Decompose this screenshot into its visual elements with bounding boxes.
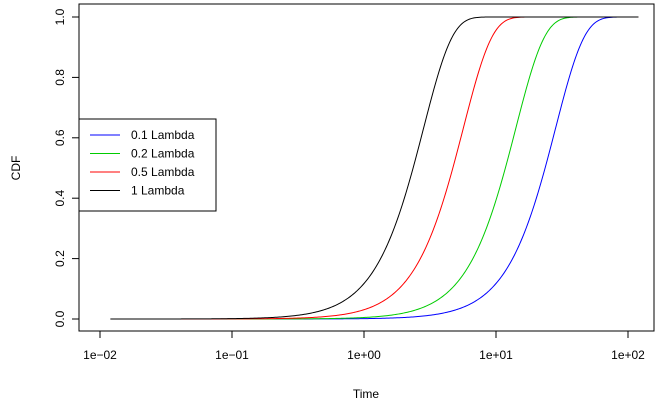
y-tick-label: 0.6 [53, 129, 67, 146]
legend-label: 0.1 Lambda [131, 128, 195, 142]
legend-label: 1 Lambda [131, 184, 185, 198]
y-tick-label: 0.4 [53, 190, 67, 207]
y-tick-label: 0.0 [53, 310, 67, 327]
y-axis: 0.0 0.2 0.4 0.6 0.8 1.0 [53, 8, 80, 327]
y-axis-title: CDF [9, 156, 23, 181]
x-tick-label: 1e−02 [83, 348, 117, 362]
legend-label: 0.5 Lambda [131, 165, 195, 179]
series-lines [110, 16, 639, 320]
legend-label: 0.2 Lambda [131, 147, 195, 161]
x-tick-label: 1e+02 [611, 348, 645, 362]
x-axis: 1e−02 1e−01 1e+00 1e+01 1e+02 [83, 330, 645, 362]
y-tick-label: 0.8 [53, 69, 67, 86]
y-tick-label: 0.2 [53, 250, 67, 267]
x-tick-label: 1e+00 [347, 348, 381, 362]
x-tick-label: 1e+01 [479, 348, 513, 362]
y-tick-label: 1.0 [53, 8, 67, 25]
series-line-3 [110, 16, 639, 320]
x-axis-title: Time [353, 387, 380, 401]
legend-box [78, 118, 217, 212]
x-tick-label: 1e−01 [215, 348, 249, 362]
legend: 0.1 Lambda 0.2 Lambda 0.5 Lambda 1 Lambda [78, 118, 217, 212]
